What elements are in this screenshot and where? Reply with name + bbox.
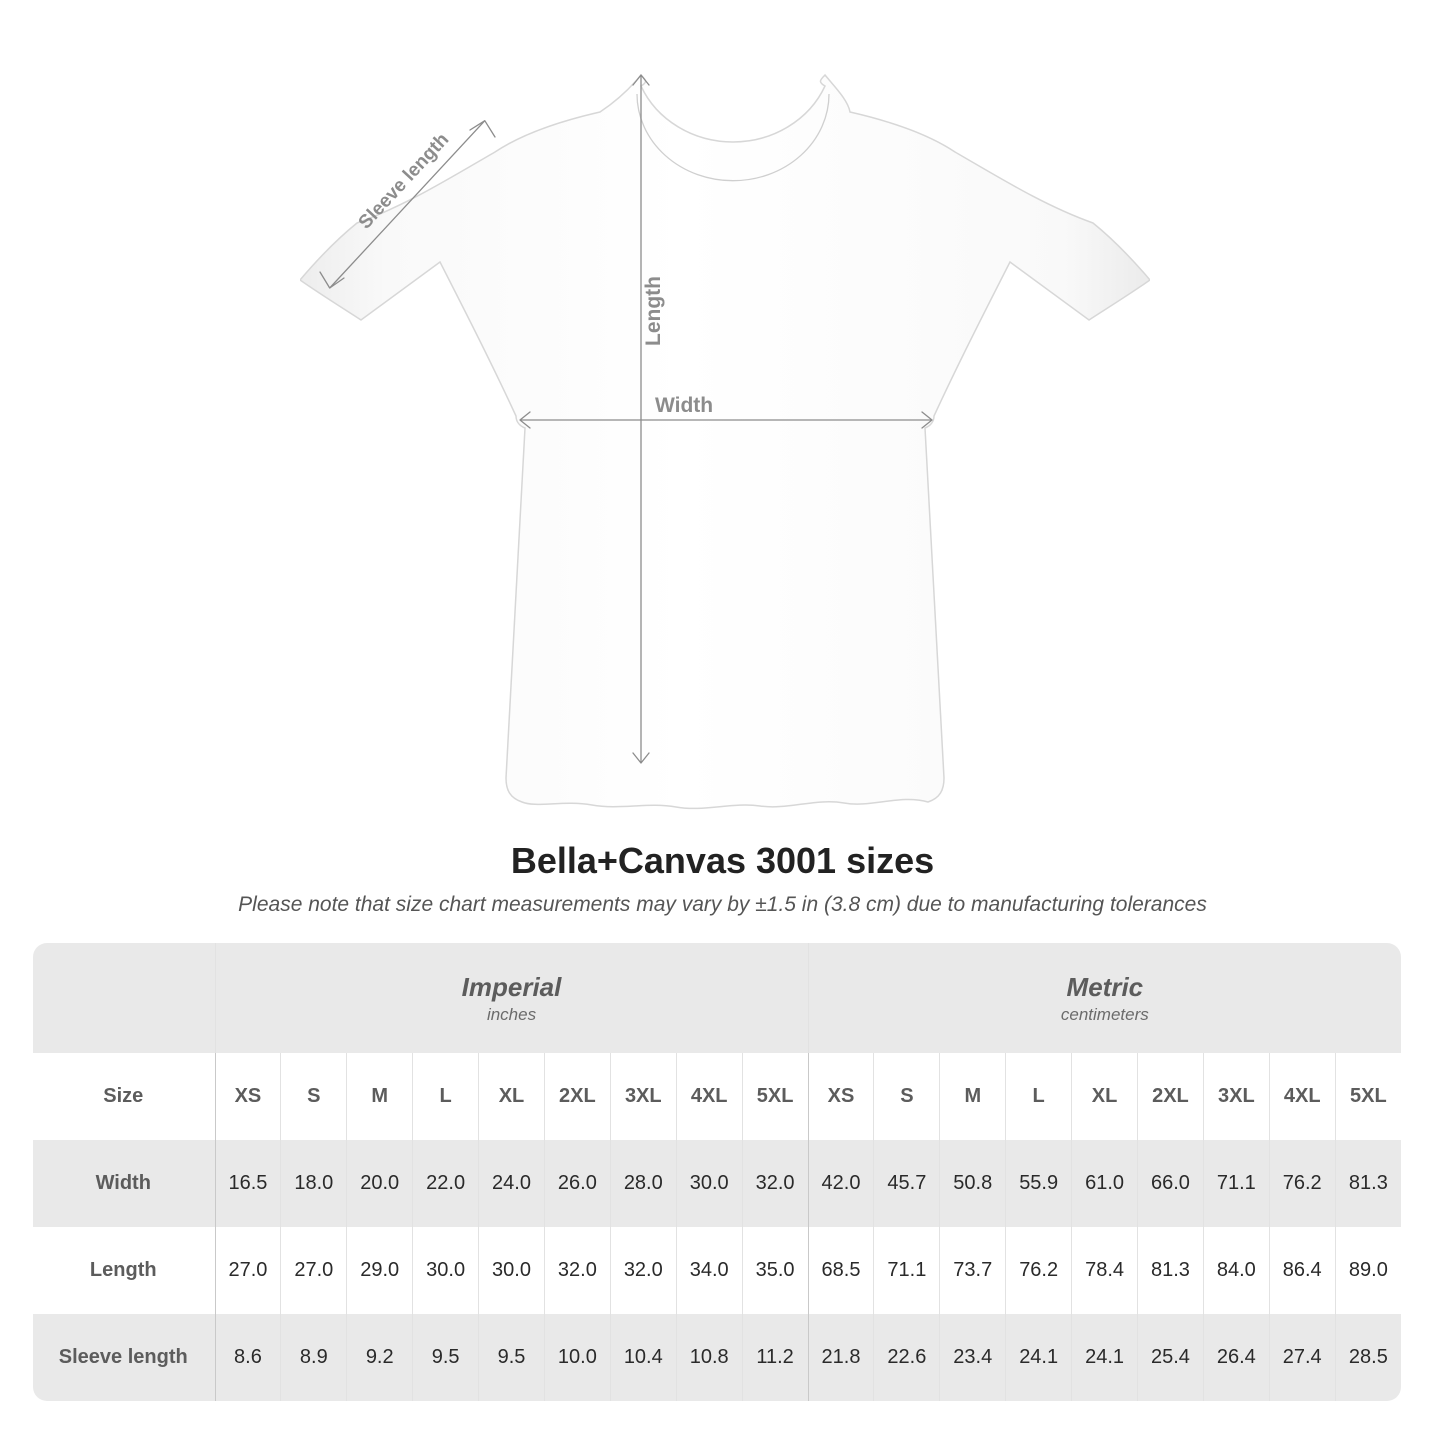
svg-text:Length: Length <box>642 276 665 346</box>
svg-text:Width: Width <box>655 394 713 417</box>
